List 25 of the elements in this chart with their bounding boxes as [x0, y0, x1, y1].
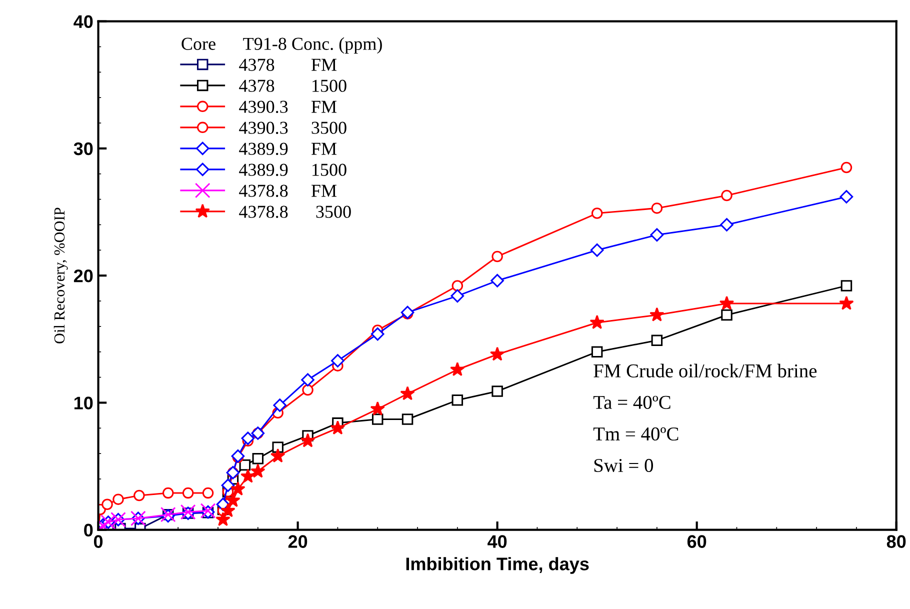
annotation: Ta = 40ºC — [593, 396, 670, 409]
legend-label: 4390.3 3500 — [239, 122, 346, 134]
legend-label: 4378 1500 — [239, 80, 346, 92]
y-tick-label: 20 — [74, 270, 93, 282]
x-tick-label: 40 — [488, 535, 507, 548]
legend-label: 4378 FM — [239, 58, 337, 71]
legend-label: 4389.9 1500 — [239, 164, 346, 176]
legend-label: 4390.3 FM — [239, 100, 337, 114]
legend-label: 4378.8 3500 — [239, 206, 351, 218]
y-tick-label: 30 — [74, 142, 93, 156]
annotation: FM Crude oil/rock/FM brine — [594, 364, 817, 378]
x-tick-label: 0 — [94, 535, 103, 548]
annotation: Tm = 40ºC — [593, 427, 678, 441]
x-tick-label: 20 — [288, 535, 308, 548]
x-tick-label: 60 — [687, 535, 706, 548]
y-tick-label: 0 — [84, 524, 93, 537]
annotation: Swi = 0 — [594, 458, 654, 472]
y-tick-label: 10 — [74, 396, 93, 410]
y-tick-label: 40 — [74, 15, 93, 28]
x-tick-label: 80 — [886, 535, 906, 548]
legend-title: Core T91-8 Conc. (ppm) — [182, 37, 382, 54]
legend-label: 4389.9 FM — [239, 142, 337, 156]
y-axis-title: Oil Recovery, %OOIP — [54, 208, 68, 344]
legend-label: 4378.8 FM — [239, 184, 337, 198]
x-axis-title: Imbibition Time, days — [406, 557, 589, 574]
